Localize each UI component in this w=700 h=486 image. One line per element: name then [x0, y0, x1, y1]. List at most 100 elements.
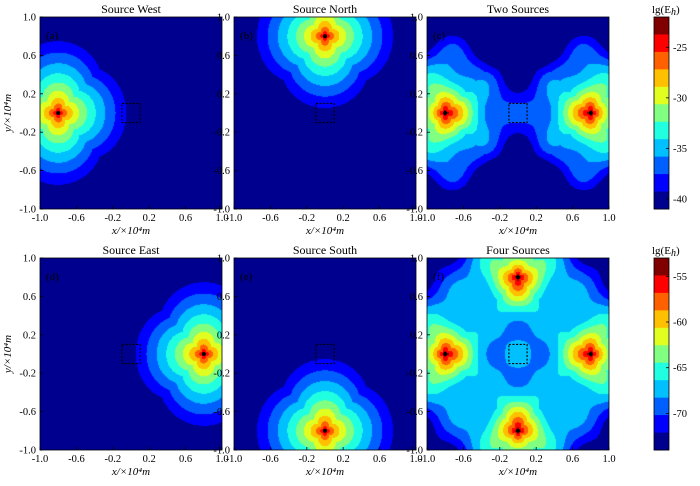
- colorbar-swatch: [654, 310, 669, 329]
- y-tick-label: -1.0: [406, 446, 423, 457]
- panel-d: Source East (d) -1.0 -0.6 -0.2 0.2 0.6 1.0 1.0 0.…: [2, 243, 229, 478]
- colorbar-tick-label: -30: [673, 93, 687, 104]
- panel-e: Source South (e) -1.0 -0.6 -0.2 0.2 0.6 1.0 1.0 0…: [213, 243, 422, 478]
- x-tick-label: -1.0: [32, 213, 49, 224]
- y-tick-label: 0.2: [217, 330, 230, 341]
- y-axis-label: y/×10⁴m: [2, 94, 14, 133]
- colorbar-1: -25 -30 -35 -40 lg(Eh): [652, 4, 687, 210]
- y-tick-label: 1.0: [410, 13, 423, 24]
- source-marker: [516, 275, 520, 280]
- x-tick-label: -0.2: [104, 213, 121, 224]
- panel-title: Source North: [293, 2, 357, 16]
- colorbar-tick-label: -60: [673, 318, 687, 329]
- y-tick-label: 0.2: [410, 89, 423, 100]
- panels: Source West (a) -1.0 -0.6 -0.2 0.2 0.6 1.0 1.0 0.…: [2, 2, 616, 478]
- panel-f: Four Sources (f) -1.0 -0.6 -0.2 0.2 0.6 1.0 1.0 0…: [406, 243, 615, 478]
- plot-frame: [39, 16, 223, 210]
- y-tick-label: -0.2: [406, 369, 423, 380]
- x-tick-label: -0.2: [298, 454, 315, 465]
- y-tick-label: -1.0: [213, 205, 230, 216]
- panel-label: (f): [433, 271, 444, 283]
- y-tick-label: 0.2: [23, 330, 36, 341]
- panel-title: Source West: [101, 2, 161, 16]
- colorbar-title: lg(Eh): [652, 4, 680, 18]
- plot-frame: [233, 16, 417, 210]
- x-axis-label: x/×10⁴m: [305, 225, 344, 237]
- colorbars: -25 -30 -35 -40 lg(Eh) -55 -60 -65 -70 lg(Eh): [652, 4, 687, 451]
- plot-frame: [426, 16, 610, 210]
- y-tick-label: -0.2: [19, 128, 36, 139]
- target-box: [315, 102, 335, 124]
- panel-title: Source East: [103, 243, 161, 257]
- colorbar-swatch: [654, 156, 669, 175]
- y-tick-label: 1.0: [23, 13, 36, 24]
- y-tick-label: 0.6: [410, 51, 423, 62]
- panel-title: Four Sources: [486, 243, 550, 257]
- colorbar-swatch: [654, 191, 669, 210]
- y-tick-label: 0.2: [410, 330, 423, 341]
- colorbar-swatch: [654, 174, 669, 192]
- colorbar-tick-label: -25: [673, 43, 687, 54]
- colorbar-swatch: [654, 275, 669, 294]
- heatmap: [234, 258, 416, 450]
- colorbar-frame: [653, 257, 670, 451]
- x-tick-label: -1.0: [32, 454, 49, 465]
- x-tick-label: 0.2: [530, 454, 543, 465]
- x-tick-label: -0.2: [104, 454, 121, 465]
- colorbar-swatch: [654, 139, 669, 158]
- source-marker: [323, 34, 327, 39]
- target-box: [508, 102, 528, 124]
- colorbar-swatch: [654, 17, 669, 35]
- y-tick-label: -0.2: [213, 128, 230, 139]
- x-tick-label: 1.0: [409, 454, 422, 465]
- x-tick-label: -0.6: [262, 454, 279, 465]
- source-marker: [443, 111, 448, 115]
- y-tick-label: -1.0: [19, 446, 36, 457]
- source-marker: [443, 352, 448, 356]
- y-tick-label: 0.6: [217, 292, 230, 303]
- colorbar-tick-label: -40: [673, 194, 687, 205]
- x-axis-label: x/×10⁴m: [111, 466, 150, 478]
- source-marker: [201, 352, 206, 356]
- x-axis-label: x/×10⁴m: [111, 225, 150, 237]
- x-tick-label: 1.0: [215, 454, 228, 465]
- source-marker: [323, 428, 327, 433]
- y-tick-label: -1.0: [213, 446, 230, 457]
- x-tick-label: -0.2: [298, 213, 315, 224]
- target-box: [121, 102, 141, 124]
- x-tick-label: -0.6: [455, 454, 472, 465]
- y-tick-label: -0.6: [213, 407, 230, 418]
- y-tick-label: 0.2: [23, 89, 36, 100]
- source-marker: [588, 352, 593, 356]
- colorbar-swatch: [654, 86, 669, 105]
- colorbar-frame: [653, 16, 670, 210]
- y-tick-label: -0.6: [213, 166, 230, 177]
- panel-a: Source West (a) -1.0 -0.6 -0.2 0.2 0.6 1.0 1.0 0.…: [2, 2, 229, 237]
- colorbar-tick-label: -35: [673, 144, 687, 155]
- x-tick-label: -0.6: [455, 213, 472, 224]
- colorbar-swatch: [654, 345, 669, 364]
- y-tick-label: 0.6: [23, 51, 36, 62]
- target-box: [315, 343, 335, 365]
- source-marker: [588, 111, 593, 115]
- x-axis-label: x/×10⁴m: [498, 225, 537, 237]
- x-tick-label: 1.0: [602, 213, 615, 224]
- panel-title: Source South: [293, 243, 357, 257]
- colorbar-swatch: [654, 51, 669, 70]
- panel-title: Two Sources: [487, 2, 549, 16]
- y-tick-label: 1.0: [23, 254, 36, 265]
- x-tick-label: 1.0: [215, 213, 228, 224]
- panel-label: (b): [240, 30, 253, 42]
- plot-frame: [426, 257, 610, 451]
- x-tick-label: 0.6: [179, 454, 192, 465]
- colorbar-swatch: [654, 380, 669, 399]
- colorbar-swatch: [654, 69, 669, 88]
- x-tick-label: 0.6: [373, 213, 386, 224]
- y-tick-label: -1.0: [19, 205, 36, 216]
- x-tick-label: -0.6: [262, 213, 279, 224]
- y-tick-label: -1.0: [406, 205, 423, 216]
- y-tick-label: -0.6: [19, 407, 36, 418]
- colorbar-2: -55 -60 -65 -70 lg(Eh): [652, 245, 687, 451]
- y-tick-label: -0.6: [406, 407, 423, 418]
